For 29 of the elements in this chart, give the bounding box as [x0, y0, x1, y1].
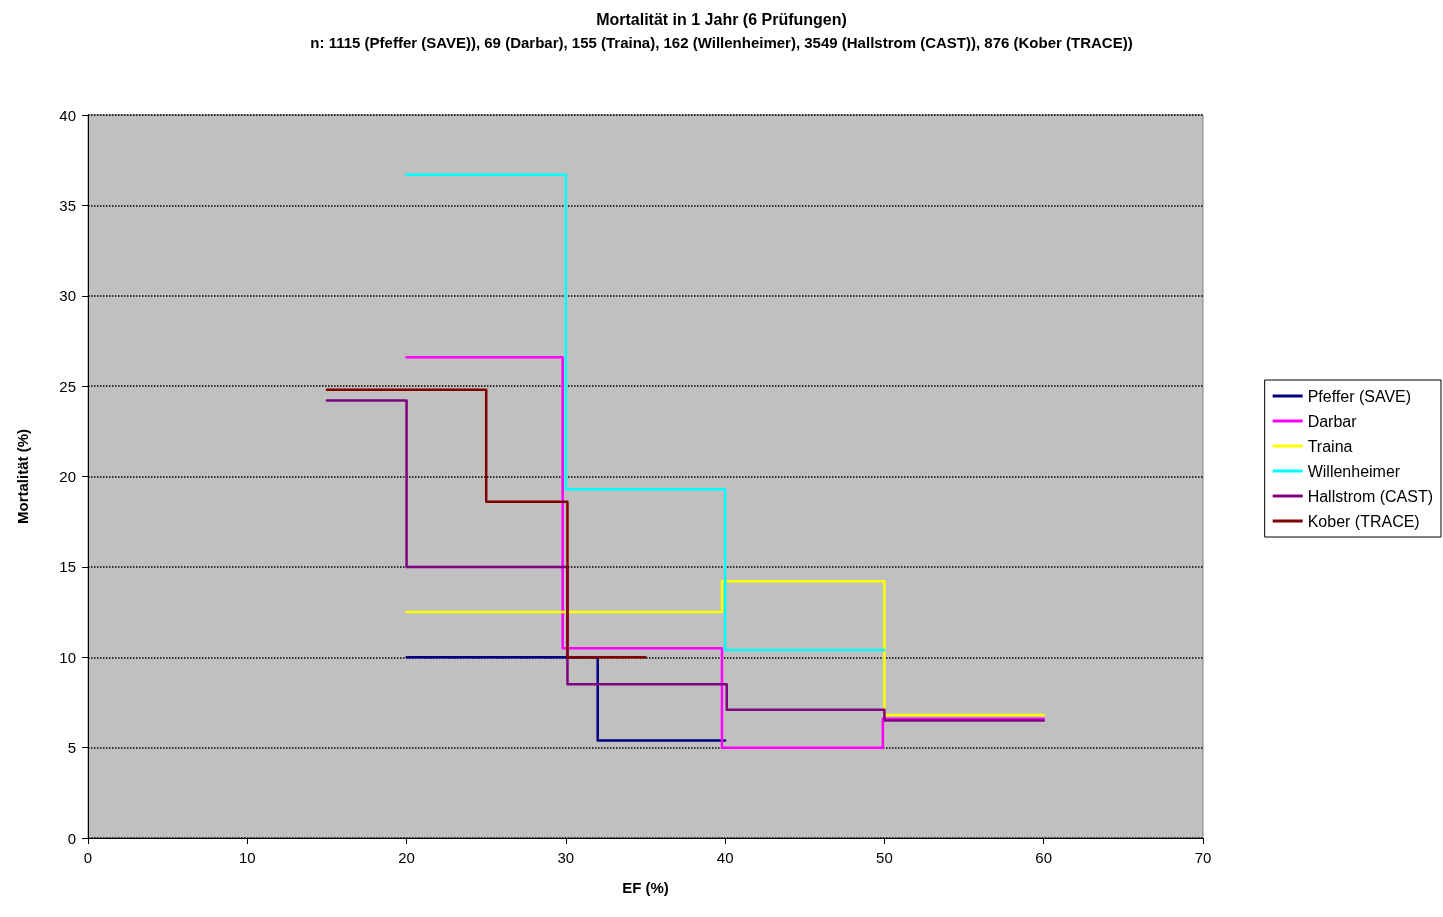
- y-tick-label: 40: [59, 106, 76, 124]
- legend-label: Willenheimer: [1307, 462, 1401, 480]
- y-tick-label: 25: [59, 377, 76, 395]
- y-axis-title: Mortalität (%): [14, 429, 31, 524]
- x-axis-title: EF (%): [622, 879, 669, 896]
- x-tick-label: 30: [557, 849, 575, 866]
- line-series: [405, 355, 1045, 749]
- y-tick-label: 15: [59, 558, 76, 576]
- legend-label: Darbar: [1307, 412, 1358, 430]
- chart-subtitle: n: 1115 (Pfeffer (SAVE)), 69 (Darbar), 155 (Traina), 162 (Willenheimer), 3549 (Hallstrom (CAST)), 876 (Kober (TRACE)): [310, 34, 1133, 51]
- x-tick-label: 50: [876, 849, 893, 866]
- y-tick-label: 10: [59, 648, 76, 666]
- y-tick-label: 35: [59, 196, 76, 214]
- line-series: [325, 399, 1045, 722]
- y-tick-label: 20: [59, 468, 76, 485]
- chart-title: Mortalität in 1 Jahr (6 Prüfungen): [596, 10, 847, 28]
- y-tick-label: 0: [67, 829, 76, 847]
- x-tick-label: 40: [716, 849, 734, 866]
- x-tick-label: 70: [1194, 849, 1212, 866]
- x-tick-label: 0: [83, 849, 93, 866]
- legend-label: Kober (TRACE): [1307, 512, 1420, 530]
- y-tick-label: 5: [67, 739, 76, 757]
- x-tick-label: 60: [1035, 849, 1053, 866]
- legend-label: Hallstrom (CAST): [1307, 487, 1434, 505]
- x-tick-label: 20: [398, 849, 415, 866]
- x-tick-label: 10: [238, 849, 256, 866]
- legend-label: Traina: [1307, 437, 1353, 455]
- y-tick-label: 30: [59, 287, 76, 305]
- legend-label: Pfeffer (SAVE): [1307, 387, 1412, 405]
